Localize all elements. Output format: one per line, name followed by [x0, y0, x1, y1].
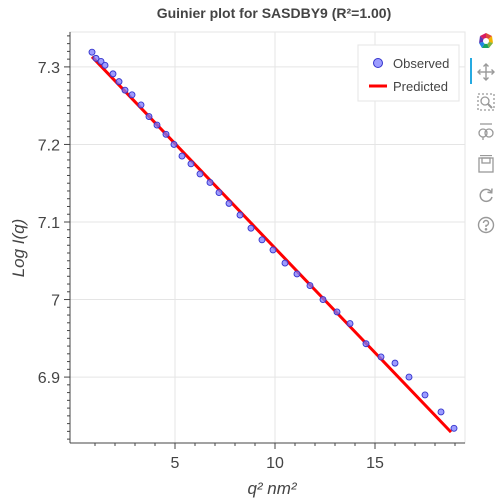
reset-icon[interactable] — [477, 186, 495, 204]
observed-point — [247, 224, 255, 232]
legend-label-observed: Observed — [393, 56, 449, 71]
observed-point — [306, 282, 314, 290]
legend: Observed Predicted — [357, 44, 460, 102]
observed-point — [162, 130, 170, 138]
observed-point — [225, 199, 233, 207]
legend-box — [357, 44, 460, 102]
observed-point — [115, 78, 123, 86]
legend-marker-observed — [373, 58, 383, 68]
legend-label-predicted: Predicted — [393, 79, 448, 94]
toolbar — [470, 30, 500, 270]
save-icon[interactable] — [477, 154, 495, 173]
y-tick-label: 7 — [51, 293, 60, 310]
observed-point — [196, 170, 204, 178]
observed-point — [293, 270, 301, 278]
x-tick-label: 10 — [266, 455, 284, 472]
chart-title: Guinier plot for SASDBY9 (R²=1.00) — [157, 5, 392, 21]
data-layer — [88, 48, 458, 434]
observed-point — [88, 48, 96, 56]
y-tick-label: 7.1 — [38, 215, 60, 232]
observed-point — [281, 259, 289, 267]
observed-point — [346, 320, 354, 328]
observed-point — [170, 140, 178, 148]
observed-point — [153, 121, 161, 129]
observed-point — [206, 178, 214, 186]
wheel-zoom-icon[interactable] — [477, 123, 495, 141]
x-tick-label: 5 — [171, 455, 180, 472]
help-icon[interactable] — [477, 216, 495, 234]
observed-point — [187, 160, 195, 168]
observed-point — [101, 61, 109, 69]
observed-point — [362, 340, 370, 348]
x-axis-label: q² nm² — [247, 479, 297, 498]
y-tick-label: 7.3 — [38, 60, 60, 77]
observed-point — [391, 359, 399, 367]
observed-point — [258, 236, 266, 244]
observed-point — [145, 113, 153, 120]
observed-point — [128, 91, 136, 99]
observed-point — [437, 408, 445, 416]
observed-point — [236, 211, 244, 219]
observed-point — [333, 308, 341, 316]
x-tick-label: 15 — [366, 455, 384, 472]
observed-point — [92, 54, 100, 62]
observed-point — [109, 70, 117, 78]
bokeh-logo-icon[interactable] — [477, 32, 495, 50]
predicted-line — [90, 55, 453, 434]
observed-point — [137, 101, 145, 109]
observed-point — [421, 391, 429, 399]
observed-point — [377, 353, 385, 361]
observed-point — [178, 152, 186, 160]
observed-point — [121, 86, 129, 94]
y-axis-label: Log I(q) — [9, 219, 28, 278]
observed-point — [405, 373, 413, 381]
observed-point — [319, 296, 327, 303]
observed-point — [450, 424, 458, 432]
active-tool-indicator — [470, 58, 472, 84]
observed-point — [215, 189, 223, 196]
pan-icon[interactable] — [477, 63, 495, 81]
box-zoom-icon[interactable] — [477, 93, 495, 111]
axes: 5 10 15 6.9 7 7.1 7.2 7.3 — [38, 32, 465, 472]
y-tick-label: 7.2 — [38, 137, 60, 154]
observed-point — [269, 246, 277, 254]
y-tick-label: 6.9 — [38, 370, 60, 387]
